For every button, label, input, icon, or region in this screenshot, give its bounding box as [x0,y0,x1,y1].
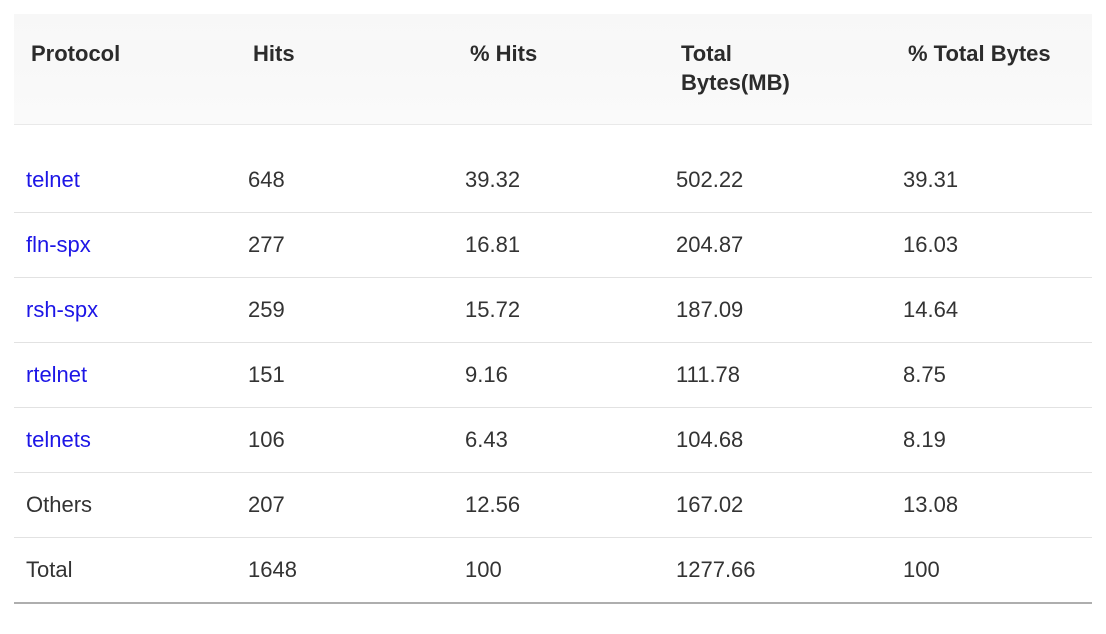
protocol-link[interactable]: rsh-spx [26,297,99,322]
total-bytes-cell: 204.87 [664,212,891,278]
hits-cell: 151 [236,342,453,408]
protocol-cell: telnet [14,124,236,213]
pct-hits-cell: 9.16 [453,342,664,408]
total-label: Total [26,557,73,582]
protocol-stats-table: Protocol Hits % Hits Total Bytes(MB) % T… [14,14,1092,604]
pct-total-bytes-cell: 8.19 [891,407,1092,473]
hits-cell: 277 [236,212,453,278]
table-row: telnet 648 39.32 502.22 39.31 [14,124,1092,213]
protocol-cell: fln-spx [14,212,236,278]
pct-hits-cell: 16.81 [453,212,664,278]
table-row: telnets 106 6.43 104.68 8.19 [14,407,1092,473]
column-header-total-bytes: Total Bytes(MB) [664,14,891,125]
hits-cell: 648 [236,124,453,213]
pct-hits-cell: 15.72 [453,277,664,343]
protocol-cell: rtelnet [14,342,236,408]
table-row: rsh-spx 259 15.72 187.09 14.64 [14,277,1092,343]
column-header-total-bytes-line1: Total [681,41,732,66]
pct-hits-cell: 12.56 [453,472,664,538]
column-header-pct-hits: % Hits [453,14,664,125]
pct-hits-cell: 39.32 [453,124,664,213]
table-row: rtelnet 151 9.16 111.78 8.75 [14,342,1092,408]
hits-cell: 106 [236,407,453,473]
protocol-cell: Others [14,472,236,538]
column-header-total-bytes-line2: Bytes(MB) [681,70,790,95]
hits-cell: 1648 [236,537,453,604]
protocol-link[interactable]: fln-spx [26,232,91,257]
table-header: Protocol Hits % Hits Total Bytes(MB) % T… [14,14,1092,125]
column-header-pct-total-bytes: % Total Bytes [891,14,1092,125]
total-bytes-cell: 167.02 [664,472,891,538]
header-row: Protocol Hits % Hits Total Bytes(MB) % T… [14,14,1092,125]
pct-total-bytes-cell: 13.08 [891,472,1092,538]
column-header-protocol: Protocol [14,14,236,125]
protocol-cell: Total [14,537,236,604]
protocol-cell: telnets [14,407,236,473]
protocol-link[interactable]: telnet [26,167,80,192]
total-bytes-cell: 1277.66 [664,537,891,604]
protocol-report: Protocol Hits % Hits Total Bytes(MB) % T… [14,14,1092,604]
table-row: fln-spx 277 16.81 204.87 16.03 [14,212,1092,278]
total-bytes-cell: 111.78 [664,342,891,408]
total-bytes-cell: 502.22 [664,124,891,213]
column-header-hits: Hits [236,14,453,125]
table-row-total: Total 1648 100 1277.66 100 [14,537,1092,604]
pct-total-bytes-cell: 14.64 [891,277,1092,343]
pct-hits-cell: 6.43 [453,407,664,473]
protocol-label: Others [26,492,93,517]
total-bytes-cell: 187.09 [664,277,891,343]
table-row: Others 207 12.56 167.02 13.08 [14,472,1092,538]
pct-total-bytes-cell: 39.31 [891,124,1092,213]
protocol-cell: rsh-spx [14,277,236,343]
protocol-link[interactable]: rtelnet [26,362,88,387]
pct-total-bytes-cell: 8.75 [891,342,1092,408]
table-body: telnet 648 39.32 502.22 39.31 fln-spx 27… [14,124,1092,604]
pct-hits-cell: 100 [453,537,664,604]
pct-total-bytes-cell: 100 [891,537,1092,604]
hits-cell: 259 [236,277,453,343]
hits-cell: 207 [236,472,453,538]
protocol-link[interactable]: telnets [26,427,91,452]
total-bytes-cell: 104.68 [664,407,891,473]
pct-total-bytes-cell: 16.03 [891,212,1092,278]
